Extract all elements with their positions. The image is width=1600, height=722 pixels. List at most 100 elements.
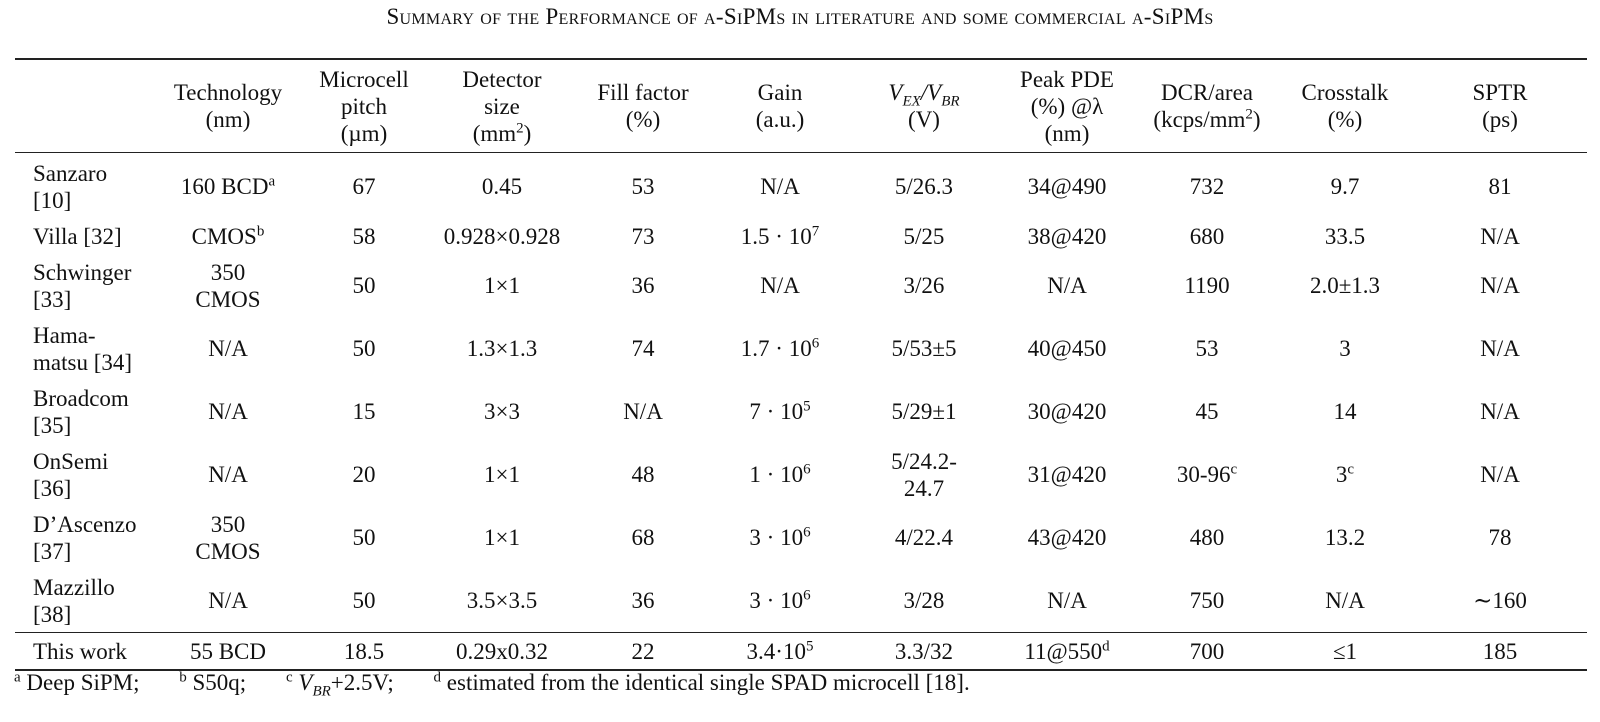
- cell-vex-vbr: 3/26: [903, 273, 945, 298]
- table-row: Mazzillo [38] N/A 50 3.5×3.5 36 3 · 106 3/28 N/…: [15, 569, 1587, 633]
- cell-vex-vbr: 5/24.2- 24.7: [891, 448, 957, 501]
- cell-fill-factor: 48: [631, 462, 655, 487]
- cell-pitch: 50: [352, 525, 376, 550]
- cell-fill-factor: 36: [631, 273, 655, 298]
- sipm-performance-table: Technology (nm) Microcell pitch (µm) Detect…: [15, 58, 1587, 671]
- cell-sptr: ∼160: [1473, 588, 1527, 613]
- cell-technology: 350 CMOS: [195, 511, 261, 564]
- cell-dcr-area: 480: [1189, 525, 1225, 550]
- cell-gain: 3 · 106: [749, 524, 811, 550]
- cell-vex-vbr: 3/28: [903, 588, 945, 613]
- cell-name: Sanzaro [10]: [33, 160, 108, 213]
- cell-detector-size: 3.5×3.5: [466, 588, 538, 613]
- cell-gain: 7 · 105: [749, 398, 811, 424]
- cell-peak-pde: 40@450: [1027, 336, 1107, 361]
- cell-sptr: N/A: [1480, 223, 1520, 249]
- cell-pitch: 15: [352, 399, 376, 424]
- cell-gain: N/A: [760, 273, 800, 298]
- cell-sptr: 185: [1413, 632, 1587, 671]
- cell-sptr: N/A: [1480, 336, 1520, 361]
- cell-peak-pde: 34@490: [1027, 174, 1107, 199]
- cell-crosstalk: 14: [1333, 399, 1357, 424]
- cell-detector-size: 1×1: [484, 462, 520, 487]
- cell-vex-vbr: 5/53±5: [891, 336, 957, 361]
- cell-crosstalk: N/A: [1325, 588, 1365, 613]
- cell-technology: 350 CMOS: [195, 259, 261, 312]
- header-detector-size: Detector size (mm2): [427, 58, 577, 153]
- table-row: Villa [32] CMOSb 58 0.928×0.928 73 1.5 · 107 5…: [15, 218, 1587, 254]
- cell-crosstalk: 3: [1339, 336, 1351, 361]
- footnote-c: c VBR+2.5V;: [285, 669, 394, 700]
- cell-detector-size: 1×1: [484, 525, 520, 550]
- header-sptr: SPTR (ps): [1413, 58, 1587, 153]
- cell-technology: N/A: [208, 462, 248, 487]
- cell-vex-vbr: 3.3/32: [851, 632, 997, 671]
- header-crosstalk: Crosstalk (%): [1277, 58, 1413, 153]
- cell-gain: 1 · 106: [749, 461, 811, 487]
- footnote-b: b S50q;: [179, 669, 247, 695]
- cell-technology: N/A: [208, 336, 248, 361]
- footnote-a: a Deep SiPM;: [14, 669, 140, 695]
- cell-fill-factor: N/A: [623, 399, 663, 424]
- table-row: D’Ascenzo [37] 350 CMOS 50 1×1 68 3 · 106 4/22…: [15, 506, 1587, 569]
- cell-fill-factor: 73: [631, 223, 655, 249]
- cell-peak-pde: 43@420: [1027, 525, 1107, 550]
- table-row: This work 55 BCD 18.5 0.29x0.32 22 3.4·105 3.3…: [15, 632, 1587, 671]
- cell-vex-vbr: 4/22.4: [894, 525, 954, 550]
- table-row: OnSemi [36] N/A 20 1×1 48 1 · 106 5/24.2- 24.7…: [15, 443, 1587, 506]
- cell-pitch: 50: [352, 336, 376, 361]
- cell-crosstalk: 3c: [1335, 461, 1355, 487]
- cell-dcr-area: 700: [1137, 632, 1277, 671]
- cell-sptr: 78: [1488, 525, 1512, 550]
- cell-gain: 3 · 106: [749, 587, 811, 613]
- header-peak-pde: Peak PDE (%) @λ (nm): [997, 58, 1137, 153]
- cell-fill-factor: 22: [577, 632, 709, 671]
- cell-fill-factor: 74: [631, 336, 655, 361]
- header-gain: Gain (a.u.): [709, 58, 851, 153]
- cell-detector-size: 0.29x0.32: [427, 632, 577, 671]
- header-fill-factor: Fill factor (%): [577, 58, 709, 153]
- cell-detector-size: 0.928×0.928: [443, 223, 561, 249]
- cell-name: OnSemi [36]: [33, 448, 109, 501]
- cell-vex-vbr: 5/29±1: [891, 399, 957, 424]
- header-technology: Technology (nm): [155, 58, 301, 153]
- cell-crosstalk: 9.7: [1330, 174, 1360, 199]
- cell-peak-pde: 38@420: [1027, 223, 1107, 249]
- cell-name: Broadcom [35]: [33, 385, 129, 438]
- cell-name: Schwinger [33]: [33, 259, 132, 312]
- table-row: Broadcom [35] N/A 15 3×3 N/A 7 · 105 5/29±1 30@…: [15, 380, 1587, 443]
- cell-fill-factor: 68: [631, 525, 655, 550]
- cell-dcr-area: 750: [1189, 588, 1225, 613]
- cell-name: This work: [15, 632, 155, 671]
- cell-dcr-area: 30-96c: [1176, 461, 1238, 487]
- cell-dcr-area: 680: [1189, 223, 1225, 249]
- table-row: Sanzaro [10] 160 BCDa 67 0.45 53 N/A 5/26.3 34@…: [15, 153, 1587, 219]
- header-microcell-pitch: Microcell pitch (µm): [301, 58, 427, 153]
- cell-pitch: 58: [352, 223, 376, 249]
- cell-detector-size: 1.3×1.3: [466, 336, 538, 361]
- cell-name: Hama- matsu [34]: [33, 322, 133, 375]
- cell-name: Mazzillo [38]: [33, 574, 115, 627]
- cell-technology: 160 BCDa: [180, 173, 276, 199]
- header-dcr-area: DCR/area (kcps/mm2): [1137, 58, 1277, 153]
- cell-sptr: N/A: [1480, 273, 1520, 298]
- cell-gain: 1.5 · 107: [740, 222, 820, 249]
- table-caption: Summary of the Performance of a-SiPMs in…: [386, 4, 1214, 29]
- cell-gain: N/A: [760, 174, 800, 199]
- header-empty: [15, 58, 155, 153]
- cell-pitch: 50: [352, 588, 376, 613]
- cell-dcr-area: 732: [1189, 174, 1225, 199]
- cell-technology: CMOSb: [191, 222, 265, 249]
- cell-peak-pde: N/A: [1047, 273, 1087, 298]
- cell-crosstalk: 33.5: [1324, 223, 1366, 249]
- cell-vex-vbr: 5/26.3: [894, 174, 954, 199]
- cell-peak-pde: N/A: [1047, 588, 1087, 613]
- cell-name: D’Ascenzo [37]: [33, 511, 137, 564]
- cell-name: Villa [32]: [33, 223, 122, 249]
- cell-vex-vbr: 5/25: [903, 223, 945, 249]
- cell-fill-factor: 36: [631, 588, 655, 613]
- cell-sptr: N/A: [1480, 399, 1520, 424]
- cell-gain: 1.7 · 106: [740, 335, 820, 361]
- cell-dcr-area: 53: [1195, 336, 1219, 361]
- cell-gain: 3.4·105: [709, 632, 851, 671]
